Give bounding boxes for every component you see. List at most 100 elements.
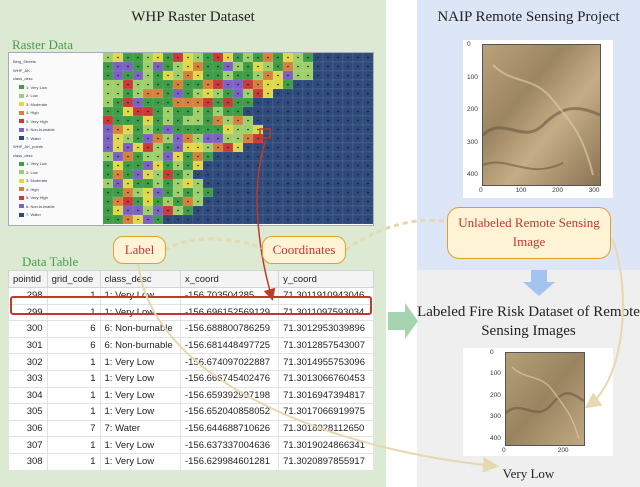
layer-tree-item[interactable]: 4: High: [19, 187, 39, 192]
raster-point: [127, 74, 129, 77]
layer-tree-item[interactable]: 5: Very High: [19, 119, 48, 124]
raster-point: [217, 173, 219, 176]
raster-point: [297, 110, 299, 113]
raster-point: [167, 119, 169, 122]
raster-point: [187, 128, 189, 131]
raster-point: [147, 155, 149, 158]
raster-point: [337, 83, 339, 86]
raster-point: [167, 200, 169, 203]
layer-tree-item[interactable]: 1: Very Low: [19, 85, 47, 90]
layer-tree-item[interactable]: 6: Non-burnable: [19, 204, 55, 209]
raster-point: [107, 101, 109, 104]
layer-tree-item[interactable]: 1: Very Low: [19, 161, 47, 166]
raster-point: [117, 182, 119, 185]
raster-point: [367, 146, 369, 149]
x-tick-label: 200: [552, 187, 563, 194]
coordinates-connector: [345, 218, 451, 252]
raster-point: [317, 182, 319, 185]
raster-point: [237, 101, 239, 104]
raster-point: [267, 191, 269, 194]
layer-tree-item[interactable]: 4: High: [19, 110, 39, 115]
raster-point: [127, 101, 129, 104]
raster-point: [287, 101, 289, 104]
layer-tree-item[interactable]: 3: Moderate: [19, 102, 47, 107]
raster-point: [137, 74, 139, 77]
raster-point: [257, 65, 259, 68]
layer-tree-item[interactable]: Bing_Streets: [13, 59, 36, 64]
layer-tree-item[interactable]: 2: Low: [19, 170, 38, 175]
raster-point: [247, 110, 249, 113]
raster-point: [347, 182, 349, 185]
raster-point: [277, 110, 279, 113]
raster-point: [197, 101, 199, 104]
raster-point: [237, 218, 239, 221]
raster-point: [367, 92, 369, 95]
raster-point: [197, 83, 199, 86]
raster-point: [307, 74, 309, 77]
raster-point: [247, 209, 249, 212]
raster-point: [157, 128, 159, 131]
layer-tree-label: 5: Very High: [26, 118, 48, 124]
raster-point: [357, 218, 359, 221]
raster-point: [147, 146, 149, 149]
raster-point: [237, 200, 239, 203]
raster-point: [367, 164, 369, 167]
layer-tree-item[interactable]: 7: Water: [19, 136, 41, 141]
raster-point: [217, 146, 219, 149]
raster-point: [157, 155, 159, 158]
raster-point: [177, 65, 179, 68]
raster-point: [347, 164, 349, 167]
raster-point: [187, 92, 189, 95]
layer-tree-label: 6: Non-burnable: [26, 203, 55, 209]
raster-point: [187, 209, 189, 212]
raster-point: [237, 74, 239, 77]
col-x-coord: x_coord: [179, 270, 280, 288]
raster-point: [117, 74, 119, 77]
raster-point: [177, 164, 179, 167]
raster-point: [137, 83, 139, 86]
raster-point: [267, 182, 269, 185]
raster-point: [197, 146, 199, 149]
raster-point: [347, 110, 349, 113]
raster-point: [177, 137, 179, 140]
raster-point: [117, 218, 119, 221]
y-tick-label: 0: [490, 349, 494, 356]
layer-tree-item[interactable]: WHP_AK_points: [13, 144, 43, 149]
legend-swatch: [19, 178, 24, 183]
legend-swatch: [19, 85, 24, 90]
layer-tree-item[interactable]: class_desc: [13, 76, 33, 81]
raster-point: [297, 218, 299, 221]
layer-tree-item[interactable]: WHP_AK: [13, 68, 30, 73]
raster-point: [357, 74, 359, 77]
raster-point: [237, 119, 239, 122]
raster-point: [167, 164, 169, 167]
layer-tree-item[interactable]: 3: Moderate: [19, 178, 47, 183]
col-y-coord: y_coord: [278, 270, 374, 288]
raster-point: [107, 74, 109, 77]
raster-point: [227, 101, 229, 104]
layer-tree-label: 7: Water: [26, 135, 41, 141]
raster-point: [287, 110, 289, 113]
layer-tree-item[interactable]: class_desc: [13, 153, 33, 158]
raster-point: [157, 92, 159, 95]
raster-point: [247, 56, 249, 59]
raster-point: [317, 137, 319, 140]
raster-point: [317, 110, 319, 113]
raster-point: [297, 146, 299, 149]
layer-tree-item[interactable]: 2: Low: [19, 93, 38, 98]
cell-x-coord: -156.629984601281: [179, 452, 280, 471]
layer-tree-item[interactable]: 5: Very High: [19, 195, 48, 200]
raster-point: [217, 128, 219, 131]
raster-point: [307, 119, 309, 122]
raster-point: [117, 164, 119, 167]
raster-point: [227, 200, 229, 203]
layer-tree-item[interactable]: 6: Non-burnable: [19, 127, 55, 132]
raster-point: [297, 200, 299, 203]
raster-point: [367, 101, 369, 104]
raster-point: [137, 56, 139, 59]
raster-point: [157, 218, 159, 221]
layer-tree-item[interactable]: 7: Water: [19, 212, 41, 217]
raster-point: [217, 137, 219, 140]
raster-point: [337, 56, 339, 59]
raster-point: [307, 65, 309, 68]
